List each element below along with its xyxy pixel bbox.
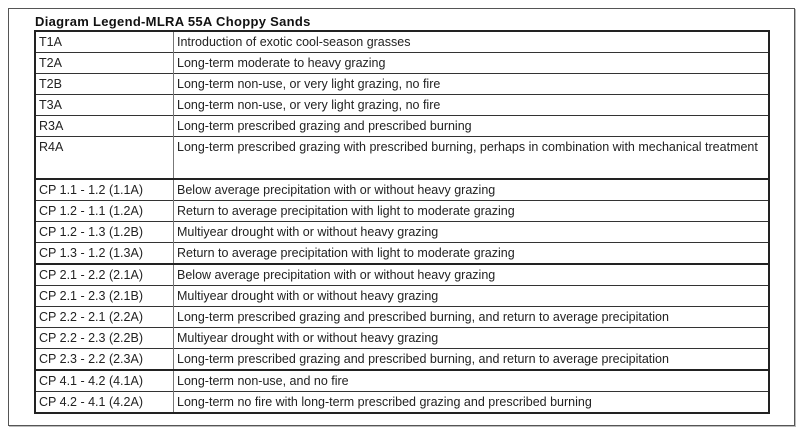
- transition-description: Long-term prescribed grazing and prescri…: [173, 115, 769, 137]
- transition-description: Return to average precipitation with lig…: [173, 242, 769, 264]
- transition-code: CP 1.3 - 1.2 (1.3A): [35, 242, 174, 264]
- table-row: CP 2.2 - 2.3 (2.2B) Multiyear drought wit…: [35, 327, 769, 349]
- transition-description: Return to average precipitation with lig…: [173, 200, 769, 222]
- transition-code: CP 2.2 - 2.3 (2.2B): [35, 327, 174, 349]
- table-row: CP 1.3 - 1.2 (1.3A) Return to average pre…: [35, 242, 769, 264]
- table-row: R3A Long-term prescribed grazing and pres…: [35, 115, 769, 137]
- legend-title: Diagram Legend-MLRA 55A Choppy Sands: [35, 14, 311, 29]
- transition-description: Long-term prescribed grazing and prescri…: [173, 306, 769, 328]
- table-row: CP 4.2 - 4.1 (4.2A) Long-term no fire wit…: [35, 391, 769, 413]
- transition-code: CP 4.1 - 4.2 (4.1A): [35, 369, 174, 392]
- table-row: T2A Long-term moderate to heavy grazing: [35, 52, 769, 74]
- transition-description: Introduction of exotic cool-season grass…: [173, 30, 769, 53]
- transition-description: Multiyear drought with or without heavy …: [173, 285, 769, 307]
- table-row: T3A Long-term non-use, or very light graz…: [35, 94, 769, 116]
- transition-code: CP 2.1 - 2.3 (2.1B): [35, 285, 174, 307]
- transition-description: Long-term prescribed grazing and prescri…: [173, 348, 769, 370]
- legend-table: T1A Introduction of exotic cool-season gr…: [34, 30, 770, 414]
- transition-description: Long-term prescribed grazing with prescr…: [173, 136, 769, 179]
- transition-description: Long-term no fire with long-term prescri…: [173, 391, 769, 413]
- table-row: CP 2.1 - 2.3 (2.1B) Multiyear drought wit…: [35, 285, 769, 307]
- transition-description: Long-term moderate to heavy grazing: [173, 52, 769, 74]
- transition-code: T2B: [35, 73, 174, 95]
- table-row: CP 1.2 - 1.3 (1.2B) Multiyear drought wit…: [35, 221, 769, 243]
- transition-code: CP 4.2 - 4.1 (4.2A): [35, 391, 174, 413]
- table-row: CP 1.2 - 1.1 (1.2A) Return to average pre…: [35, 200, 769, 222]
- transition-code: T1A: [35, 30, 174, 53]
- table-row: CP 4.1 - 4.2 (4.1A) Long-term non-use, an…: [35, 369, 769, 392]
- table-row: T1A Introduction of exotic cool-season gr…: [35, 30, 769, 53]
- table-row: CP 2.2 - 2.1 (2.2A) Long-term prescribed …: [35, 306, 769, 328]
- transition-code: CP 1.1 - 1.2 (1.1A): [35, 178, 174, 201]
- transition-code: CP 2.2 - 2.1 (2.2A): [35, 306, 174, 328]
- table-row: CP 2.3 - 2.2 (2.3A) Long-term prescribed …: [35, 348, 769, 370]
- table-row: CP 2.1 - 2.2 (2.1A) Below average precipi…: [35, 263, 769, 286]
- transition-code: CP 2.3 - 2.2 (2.3A): [35, 348, 174, 370]
- transition-description: Multiyear drought with or without heavy …: [173, 221, 769, 243]
- transition-description: Below average precipitation with or with…: [173, 263, 769, 286]
- transition-description: Multiyear drought with or without heavy …: [173, 327, 769, 349]
- transition-code: T2A: [35, 52, 174, 74]
- transition-code: R3A: [35, 115, 174, 137]
- transition-code: CP 1.2 - 1.1 (1.2A): [35, 200, 174, 222]
- transition-description: Long-term non-use, or very light grazing…: [173, 94, 769, 116]
- table-row: T2B Long-term non-use, or very light graz…: [35, 73, 769, 95]
- transition-code: T3A: [35, 94, 174, 116]
- legend-frame: [8, 8, 795, 426]
- transition-code: CP 1.2 - 1.3 (1.2B): [35, 221, 174, 243]
- transition-code: CP 2.1 - 2.2 (2.1A): [35, 263, 174, 286]
- table-row: R4A Long-term prescribed grazing with pre…: [35, 136, 769, 179]
- transition-description: Long-term non-use, or very light grazing…: [173, 73, 769, 95]
- transition-code: R4A: [35, 136, 174, 179]
- transition-description: Below average precipitation with or with…: [173, 178, 769, 201]
- transition-description: Long-term non-use, and no fire: [173, 369, 769, 392]
- table-row: CP 1.1 - 1.2 (1.1A) Below average precipi…: [35, 178, 769, 201]
